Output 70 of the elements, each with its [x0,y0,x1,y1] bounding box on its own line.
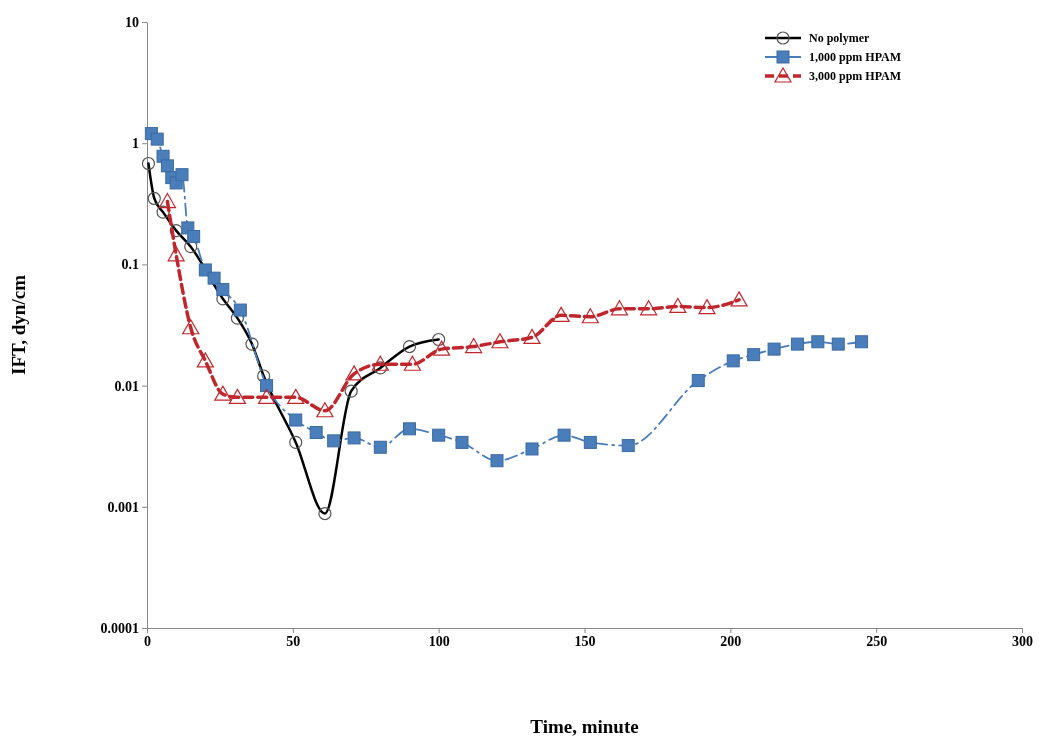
point [233,303,247,317]
point [287,388,305,404]
point [767,342,781,356]
legend-label: 3,000 ppm HPAM [809,69,902,83]
y-tick-label: 0.0001 [100,620,139,636]
point [403,355,422,371]
point [345,365,363,381]
point [228,388,247,404]
point [640,300,658,316]
point [347,431,361,445]
point [160,159,174,173]
point [373,440,387,454]
point [610,300,629,316]
x-axis-title: Time, minute [530,716,639,737]
point [790,337,804,351]
x-tick-label: 50 [286,633,301,649]
point [730,291,748,307]
point [691,374,705,388]
y-tick-label: 10 [125,14,139,30]
point [182,319,200,335]
point [726,354,740,368]
point [158,192,177,209]
point [491,333,509,349]
point [583,435,597,449]
point [309,426,323,440]
point [216,283,230,297]
point [432,340,451,356]
point [260,379,274,393]
point [187,229,201,243]
point [465,337,483,354]
point [167,246,185,262]
point [831,337,845,351]
x-tick-label: 100 [428,633,450,649]
point [747,348,761,362]
point [455,435,469,449]
point [432,428,446,442]
point [490,454,504,468]
legend-label: 1,000 ppm HPAM [809,50,902,64]
x-tick-label: 200 [720,633,742,649]
point [698,299,716,315]
y-tick-label: 1 [132,136,139,152]
x-tick-label: 250 [866,633,888,649]
point [150,132,164,146]
point [621,439,635,453]
point [257,388,276,404]
point [214,385,232,401]
x-tick-label: 0 [144,633,151,649]
y-axis-title: IFT, dyn/cm [8,274,29,375]
point [581,308,599,324]
point [552,306,570,322]
point [289,413,303,427]
point [525,442,539,456]
point [855,335,869,349]
point [207,271,221,285]
point [371,355,389,371]
y-tick-label: 0.01 [114,378,139,394]
legend-label: No polymer [809,31,870,45]
y-tick-label: 0.1 [121,257,139,273]
point [669,297,687,314]
point [196,352,214,368]
x-tick-label: 300 [1012,633,1033,649]
point [175,168,189,182]
point [327,434,341,448]
y-tick-label: 0.001 [107,499,139,515]
point [811,335,825,349]
x-tick-label: 150 [574,633,596,649]
point [523,328,541,344]
point [557,428,571,442]
point [403,422,416,436]
point [316,402,334,418]
